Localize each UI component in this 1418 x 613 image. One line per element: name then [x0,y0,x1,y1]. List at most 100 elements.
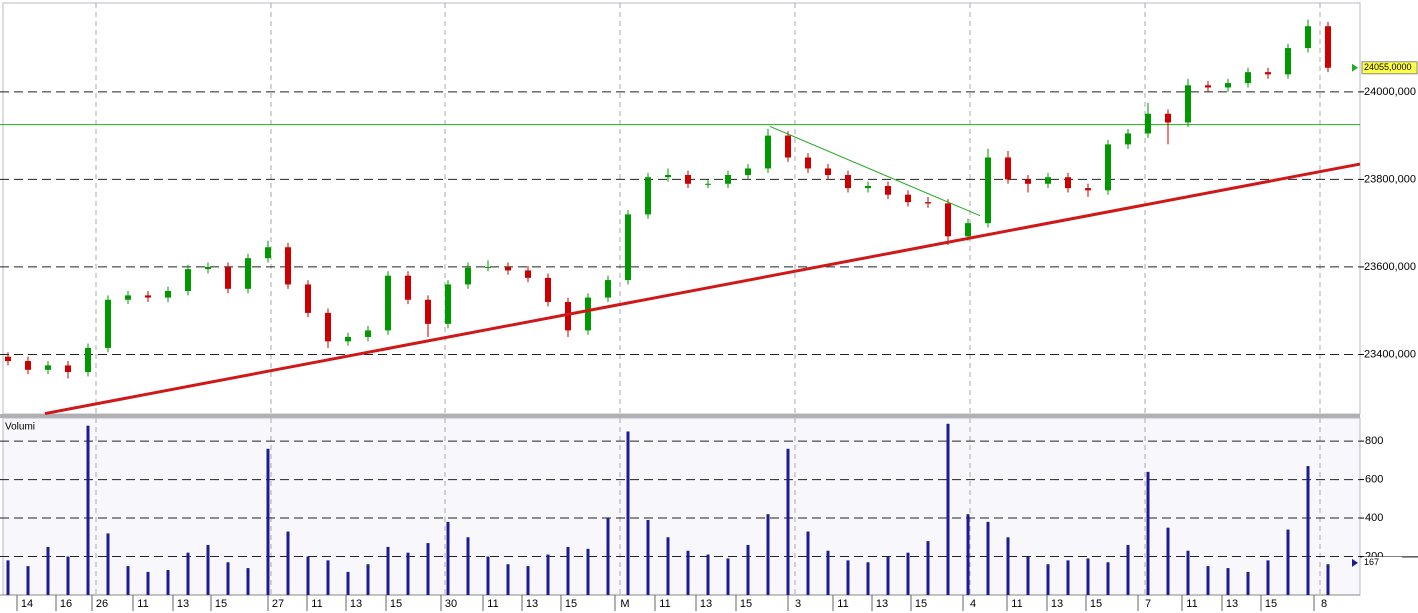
last-price-label: 24055,0000 [1364,62,1412,72]
y-tick-label: 24000,000 [1364,86,1416,98]
x-tick-label: 13 [876,598,888,610]
candle-body [1125,133,1131,145]
volume-bar [846,560,850,595]
x-tick-label: 15 [215,598,227,610]
x-tick-label: 11 [1186,598,1197,610]
candle-body [145,295,151,298]
volume-bar [646,519,650,595]
volume-bar [906,552,910,595]
x-tick-label: 11 [311,598,322,610]
candle-body [965,223,971,237]
volume-bar [446,521,450,595]
candle-body [445,284,451,324]
last-volume-label: 167 [1364,557,1379,567]
candle-body [985,157,991,224]
candle-body [865,185,871,189]
candle-body [225,266,231,289]
candle-body [1105,144,1111,191]
volume-bar [146,571,150,595]
volume-bar [126,566,130,595]
volume-bar [1086,558,1090,595]
candle-body [365,330,371,337]
candle-body [185,269,191,292]
candle-body [1225,83,1231,88]
x-tick-label: 3 [795,598,801,610]
volume-bar [966,514,970,595]
candle-body [765,135,771,169]
x-tick-label: 11 [1011,598,1022,610]
candle-body [1165,113,1171,123]
x-tick-label: 13 [526,598,538,610]
candle-body [845,175,851,189]
volume-bar [1046,564,1050,595]
candle-body [285,247,291,285]
candle-body [1185,85,1191,123]
candle-body [1245,72,1251,84]
volume-bar [526,566,530,595]
candle-body [645,177,651,215]
y-tick-label: 800 [1365,435,1383,447]
volume-bar [466,537,470,595]
candle-body [205,266,211,270]
candle-body [165,291,171,298]
candle-body [465,267,471,285]
x-tick-label: 26 [96,598,108,610]
volume-bar [926,541,930,595]
x-tick-label: 13 [177,598,189,610]
volume-bar [566,546,570,595]
volume-bar [726,558,730,595]
y-tick-label: 23400,000 [1364,348,1416,360]
volume-bar [506,564,510,595]
x-tick-label: 14 [21,598,33,610]
candle-body [1305,26,1311,49]
volume-bar [346,571,350,595]
volume-bar [666,537,670,595]
x-tick-label: 13 [1226,598,1238,610]
x-tick-label: 11 [137,598,148,610]
candle-body [385,275,391,331]
x-tick-label: 30 [445,598,457,610]
trend-line [44,162,1361,416]
last-price-box [1361,61,1418,75]
candle-body [545,277,551,302]
candle-body [685,175,691,184]
panel-separator [0,414,1360,418]
candle-body [125,295,131,300]
x-tick-label: 15 [1090,598,1102,610]
volume-bar [306,556,310,595]
volume-bar [326,560,330,595]
candle-body [885,185,891,195]
volume-bar [1206,566,1210,595]
volume-bar [166,569,170,595]
x-tick-label: 15 [390,598,402,610]
x-tick-label: 16 [60,598,72,610]
volume-bar [186,552,190,595]
volume-bar [946,423,950,595]
volume-bar [546,554,550,595]
candle-body [785,135,791,158]
candle-body [1205,85,1211,88]
candle-body [1025,179,1031,184]
candle-body [105,299,111,348]
volume-bar [1106,562,1110,595]
candle-body [405,275,411,300]
candle-body [1005,157,1011,180]
candle-body [245,258,251,289]
y-tick-label: 600 [1365,473,1383,485]
x-tick-label: 8 [1321,598,1327,610]
candle-body [1065,177,1071,189]
volume-bar [806,531,810,595]
candle-body [605,280,611,298]
volume-bar [206,544,210,595]
volume-bar [606,518,610,595]
x-tick-label: 15 [740,598,752,610]
x-tick-label: 13 [700,598,712,610]
x-tick-label: 11 [487,598,498,610]
volume-bar [626,431,630,595]
volume-bar [886,556,890,595]
y-tick-label: 23800,000 [1364,173,1416,185]
candle-body [945,203,951,237]
volume-bar [1326,564,1330,595]
volume-bar [1246,571,1250,595]
